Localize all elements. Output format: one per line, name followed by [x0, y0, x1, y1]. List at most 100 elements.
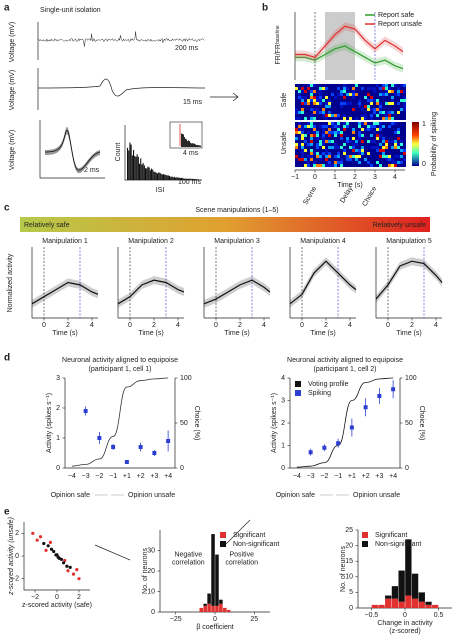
- heat-cell: [343, 96, 346, 99]
- heat-cell: [352, 161, 355, 164]
- heat-cell: [337, 161, 340, 164]
- point: [152, 451, 157, 455]
- heat-cell: [388, 128, 391, 131]
- heat-cell: [343, 134, 346, 137]
- heat-cell: [382, 117, 385, 120]
- heat-cell: [385, 155, 388, 158]
- heat-cell: [346, 99, 349, 102]
- heat-cell: [349, 105, 352, 108]
- heat-cell: [361, 93, 364, 96]
- heat-cell: [337, 143, 340, 146]
- x-tick-label: −2: [95, 473, 103, 480]
- y-label: Count: [115, 143, 122, 162]
- heat-cell: [376, 152, 379, 155]
- heat-cell: [352, 114, 355, 117]
- heat-cell: [364, 96, 367, 99]
- heat-cell: [352, 111, 355, 114]
- isi-bar: [158, 172, 160, 180]
- heat-cell: [391, 143, 394, 146]
- heat-cell: [361, 131, 364, 134]
- heatmaps: [295, 84, 406, 167]
- heat-cell: [337, 152, 340, 155]
- heat-cell: [331, 125, 334, 128]
- heat-cell: [394, 125, 397, 128]
- heat-cell: [313, 111, 316, 114]
- isi-bar: [161, 174, 163, 180]
- heat-cell: [367, 93, 370, 96]
- heat-cell: [391, 149, 394, 152]
- colorbar-tick: 1: [422, 121, 426, 128]
- heat-cell: [307, 102, 310, 105]
- heat-cell: [340, 140, 343, 143]
- heat-cell: [295, 146, 298, 149]
- x-tick-label: −4: [293, 473, 301, 480]
- heat-cell: [373, 134, 376, 137]
- heat-cell: [367, 149, 370, 152]
- heat-cell: [370, 93, 373, 96]
- bar: [385, 595, 392, 599]
- heat-cell: [325, 114, 328, 117]
- point: [97, 436, 102, 440]
- heat-cell: [298, 128, 301, 131]
- bar: [385, 598, 392, 608]
- heat-cell: [331, 134, 334, 137]
- heat-cell: [316, 137, 319, 140]
- heat-cell: [331, 108, 334, 111]
- heat-cell: [331, 140, 334, 143]
- heat-cell: [358, 131, 361, 134]
- heat-cell: [403, 117, 406, 120]
- x-tick-label: 2: [238, 322, 242, 329]
- heat-cell: [388, 102, 391, 105]
- heat-cell: [397, 161, 400, 164]
- heat-cell: [328, 158, 331, 161]
- heat-cell: [400, 102, 403, 105]
- heat-cell: [325, 140, 328, 143]
- heat-cell: [394, 93, 397, 96]
- heat-cell: [352, 99, 355, 102]
- heat-cell: [394, 152, 397, 155]
- heat-cell: [343, 125, 346, 128]
- heat-cell: [337, 146, 340, 149]
- heat-cell: [361, 152, 364, 155]
- heat-cell: [310, 143, 313, 146]
- heat-cell: [310, 117, 313, 120]
- heat-cell: [322, 125, 325, 128]
- heat-cell: [310, 140, 313, 143]
- heat-cell: [340, 114, 343, 117]
- heat-cell: [361, 111, 364, 114]
- heat-cell: [379, 93, 382, 96]
- heat-cell: [325, 137, 328, 140]
- heat-cell: [400, 131, 403, 134]
- heat-cell: [373, 102, 376, 105]
- heat-cell: [385, 146, 388, 149]
- heat-cell: [310, 125, 313, 128]
- heat-cell: [355, 84, 358, 87]
- heat-cell: [373, 114, 376, 117]
- x-tick-label: +2: [137, 473, 145, 480]
- heat-cell: [337, 117, 340, 120]
- heat-cell: [313, 90, 316, 93]
- isi-bar: [145, 168, 147, 180]
- heat-cell: [388, 96, 391, 99]
- heat-cell: [319, 143, 322, 146]
- heat-cell: [343, 161, 346, 164]
- y-label: Activity (spikes s⁻¹): [271, 393, 278, 453]
- heat-cell: [361, 164, 364, 167]
- heat-cell: [352, 143, 355, 146]
- inset-bar: [189, 140, 190, 147]
- heat-cell: [346, 117, 349, 120]
- heat-cell: [367, 140, 370, 143]
- heat-cell: [319, 146, 322, 149]
- heat-cell: [340, 90, 343, 93]
- x-tick-label: −4: [68, 473, 76, 480]
- legend-label: Non-significant: [375, 541, 421, 548]
- inset-bar: [184, 137, 185, 147]
- heat-cell: [367, 102, 370, 105]
- annotation: Negative: [174, 551, 202, 558]
- heat-cell: [301, 93, 304, 96]
- heat-cell: [319, 99, 322, 102]
- heat-cell: [343, 90, 346, 93]
- heat-cell: [343, 102, 346, 105]
- heat-cell: [403, 84, 406, 87]
- isi-bar: [160, 173, 162, 180]
